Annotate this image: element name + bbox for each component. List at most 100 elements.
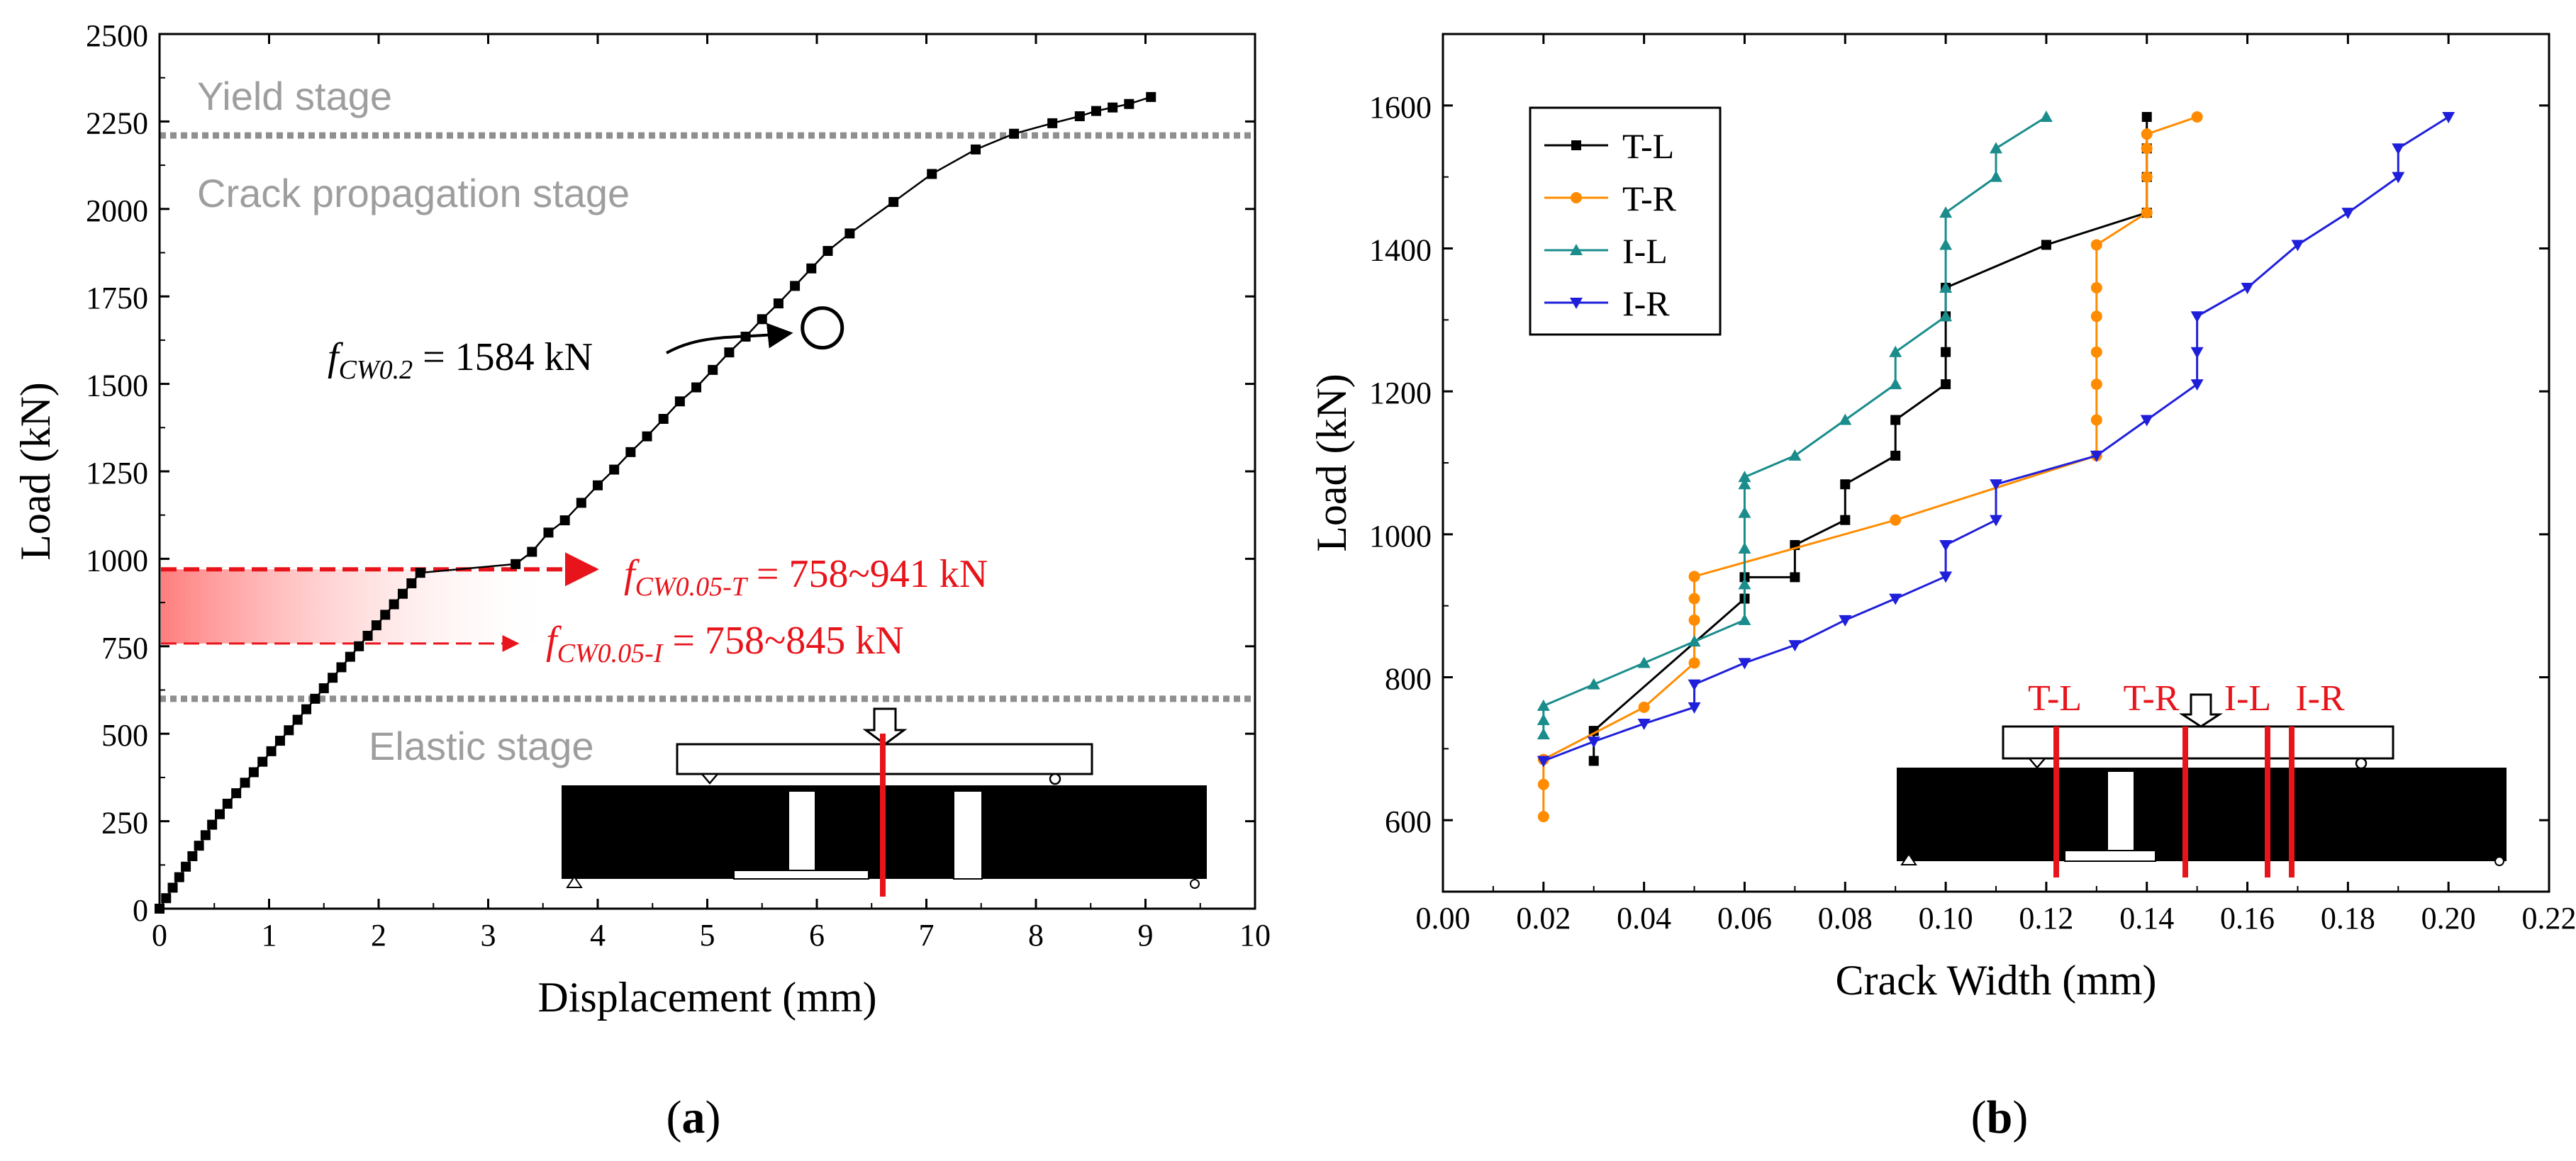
data-point — [708, 364, 718, 375]
data-point-t-r — [2090, 414, 2102, 426]
data-point — [248, 767, 259, 778]
panel-label-a-letter: a — [682, 1092, 706, 1143]
data-point-t-l — [1588, 756, 1599, 766]
data-point — [806, 263, 817, 274]
x-tick-label: 0.18 — [2321, 901, 2375, 936]
data-point-t-l — [1840, 479, 1851, 490]
notch-t — [788, 790, 816, 880]
y-tick-label: 1000 — [86, 543, 148, 578]
stage-label-crack: Crack propagation stage — [197, 171, 630, 215]
annotation-cw05t-sub: CW0.05-T — [635, 572, 749, 602]
data-point — [724, 347, 735, 358]
series-line — [158, 96, 1152, 909]
data-point-i-r — [2140, 415, 2153, 427]
annotation-cw02: fCW0.2 = 1584 kN — [328, 335, 593, 385]
data-point-t-r — [2090, 378, 2102, 391]
data-point-i-l — [1537, 699, 1550, 711]
data-point-t-l — [1941, 379, 1951, 390]
data-point-i-r — [2190, 311, 2204, 323]
data-point-i-l — [1537, 728, 1550, 740]
data-point-i-r — [1939, 539, 1953, 551]
data-point-i-r — [2190, 379, 2204, 391]
x-tick-label: 0.04 — [1617, 901, 1671, 936]
x-axis-label: Displacement (mm) — [537, 974, 876, 1021]
y-tick-label: 800 — [1385, 662, 1432, 697]
data-point-i-l — [1587, 678, 1600, 690]
data-point — [240, 778, 250, 788]
y-axis-label: Load (kN) — [12, 382, 59, 561]
data-point — [642, 431, 652, 442]
data-point — [609, 464, 620, 475]
data-point — [658, 413, 669, 424]
data-point-i-r — [2291, 240, 2304, 252]
data-point — [576, 498, 586, 508]
x-tick-label: 0.16 — [2220, 901, 2275, 936]
data-point — [844, 228, 855, 239]
data-point-t-r — [2191, 111, 2203, 123]
data-point-i-r — [1939, 571, 1953, 583]
beam-schematic-a — [562, 707, 1207, 897]
annotation-cw05i: fCW0.05-I = 758~845 kN — [546, 619, 904, 668]
data-point — [1009, 128, 1020, 139]
data-point-t-r — [1688, 614, 1700, 626]
x-tick-label: 10 — [1239, 918, 1271, 953]
legend-marker-i-l — [1570, 244, 1583, 255]
legend-label-t-r: T-R — [1622, 179, 1677, 218]
data-point — [927, 169, 937, 179]
x-tick-label: 0.06 — [1717, 901, 1772, 936]
data-point-t-l — [2141, 111, 2152, 122]
data-point-t-r — [1537, 811, 1549, 823]
data-point — [625, 447, 636, 457]
y-tick-label: 750 — [101, 631, 148, 666]
data-point — [1091, 106, 1101, 116]
legend-marker-t-r — [1571, 192, 1582, 203]
highlight-circle — [801, 306, 844, 350]
data-point-t-r — [2090, 346, 2102, 358]
data-point-i-l — [1738, 542, 1751, 554]
data-point — [266, 746, 277, 756]
data-point-i-l — [1688, 635, 1701, 647]
data-point-t-l — [1890, 415, 1901, 425]
data-point-i-l — [1738, 471, 1751, 483]
notch-b — [2107, 770, 2135, 857]
y-tick-label: 1000 — [1369, 519, 1432, 554]
notch-i — [953, 790, 983, 880]
x-tick-label: 3 — [481, 918, 496, 953]
data-point-t-r — [2090, 281, 2102, 293]
data-point-i-r — [1637, 719, 1651, 731]
data-point-i-l — [1990, 170, 2002, 182]
legend-marker-i-r — [1570, 298, 1583, 309]
data-point — [222, 798, 233, 809]
data-point-i-r — [2392, 143, 2405, 155]
y-tick-label: 500 — [101, 718, 148, 753]
bottom-plate — [733, 870, 869, 880]
data-point — [691, 382, 702, 393]
data-point — [593, 480, 603, 490]
data-point — [194, 841, 204, 851]
support-triangle-icon-b — [2027, 757, 2047, 769]
stage-label-yield: Yield stage — [197, 74, 392, 118]
data-point — [207, 819, 218, 830]
data-point-t-r — [1688, 657, 1700, 669]
x-tick-label: 9 — [1138, 918, 1154, 953]
panel-label-b-letter: b — [1987, 1092, 2013, 1143]
data-point-i-r — [1839, 615, 1852, 627]
data-point — [231, 788, 242, 799]
support-left-icon-b — [1900, 853, 1917, 865]
annotation-cw02-arrow — [666, 322, 793, 354]
data-point — [371, 620, 381, 631]
panel-label-b: (b) — [1971, 1092, 2029, 1143]
data-point-i-r — [1688, 702, 1701, 714]
x-tick-label: 0.08 — [1818, 901, 1873, 936]
data-point — [200, 830, 211, 841]
data-point-t-r — [1688, 571, 1700, 583]
schematic-label-ir: I-R — [2295, 678, 2345, 719]
y-tick-label: 2500 — [86, 18, 148, 53]
y-tick-label: 250 — [101, 806, 148, 841]
data-point-t-l — [2041, 240, 2051, 250]
data-point — [389, 599, 399, 610]
data-point-i-r — [2442, 111, 2455, 123]
data-point-i-r — [1537, 756, 1550, 768]
data-point-i-r — [1990, 515, 2002, 527]
